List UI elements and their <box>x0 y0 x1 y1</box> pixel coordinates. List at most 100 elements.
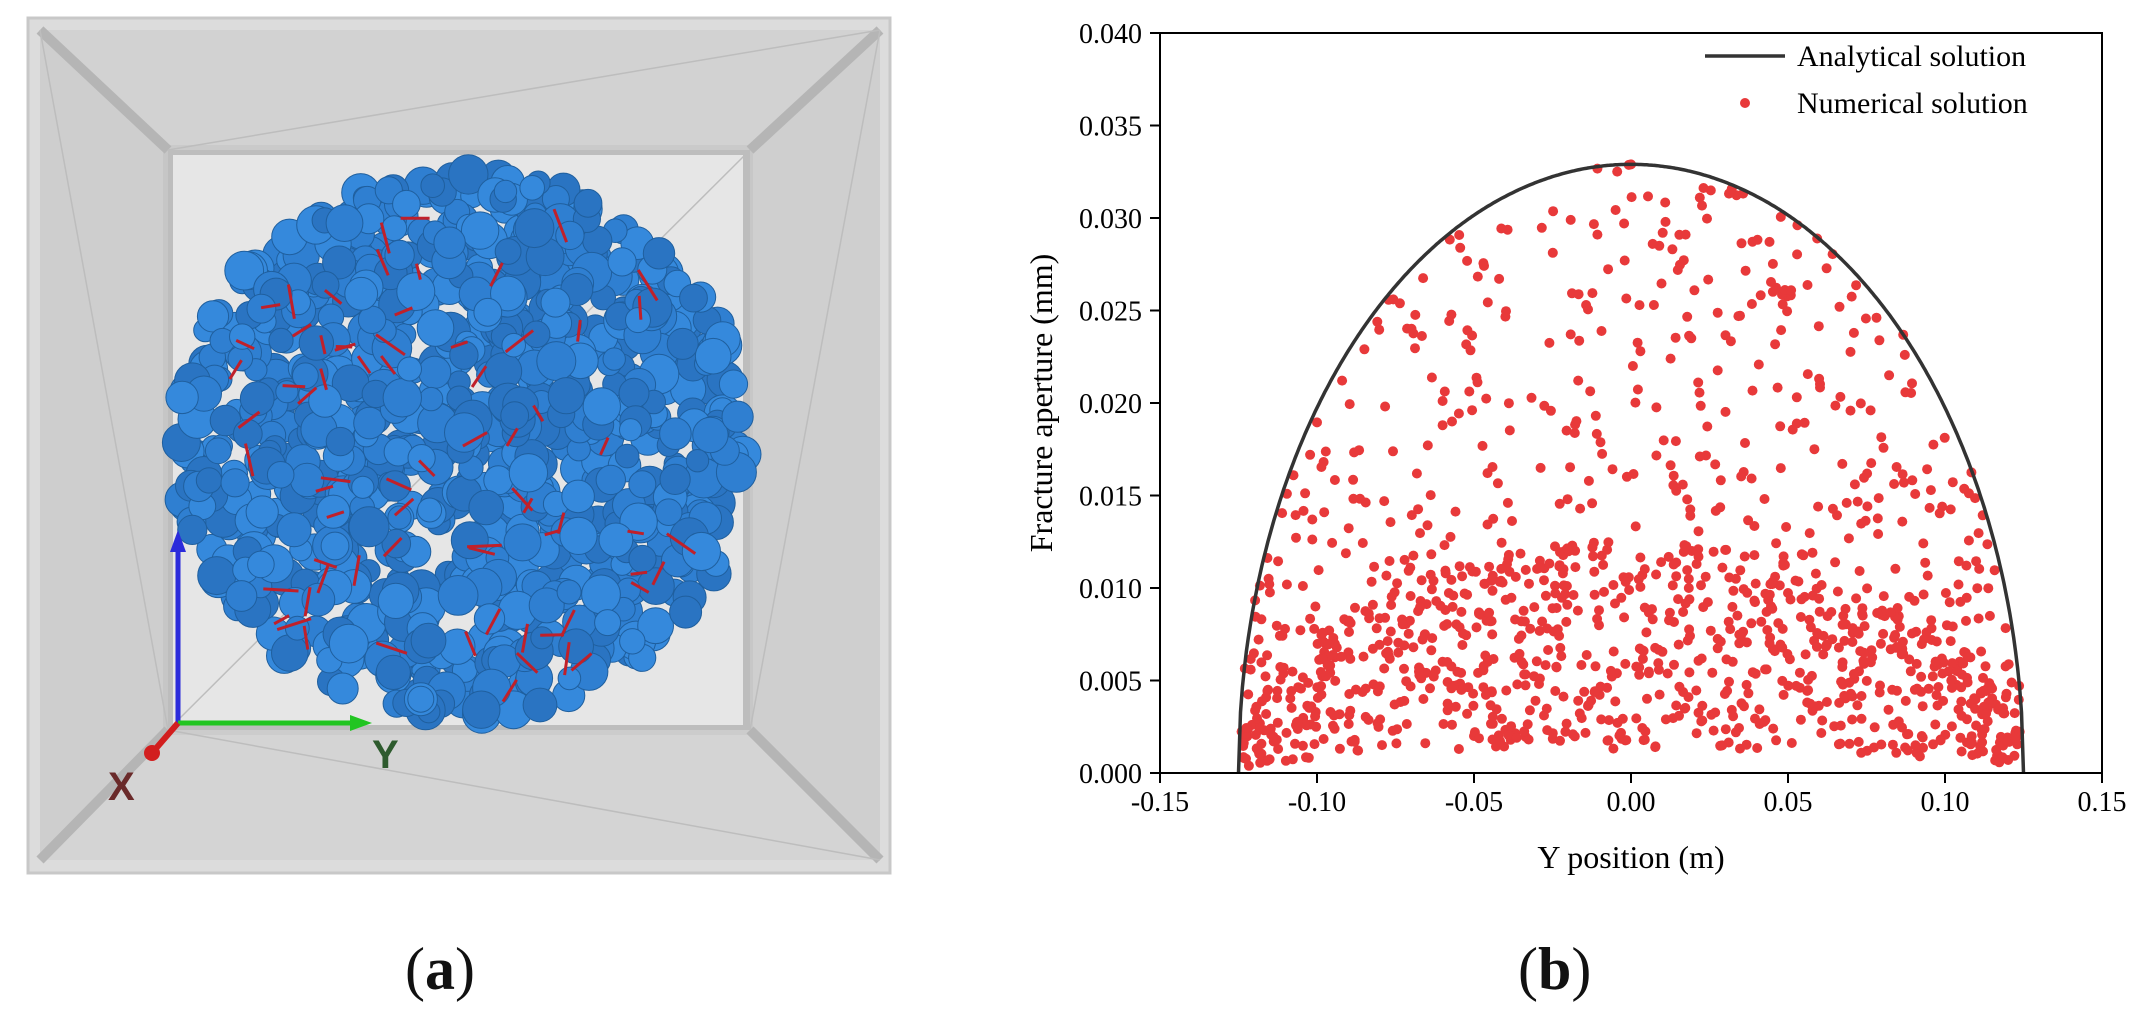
numerical-point <box>1399 554 1410 565</box>
numerical-point <box>1725 336 1736 347</box>
x-axis-label: Y position (m) <box>1537 839 1724 875</box>
numerical-point <box>1981 708 1992 719</box>
numerical-point <box>1732 610 1743 621</box>
numerical-point <box>1241 753 1251 764</box>
numerical-point <box>1807 547 1818 558</box>
numerical-point <box>1637 653 1648 664</box>
numerical-point <box>1736 238 1747 249</box>
numerical-point <box>1844 738 1855 749</box>
numerical-point <box>1740 265 1751 276</box>
numerical-point <box>1599 586 1609 597</box>
numerical-point <box>1551 661 1562 672</box>
numerical-point <box>1535 462 1546 473</box>
numerical-point <box>1437 396 1448 406</box>
crack <box>665 532 697 555</box>
numerical-point <box>1857 603 1868 614</box>
numerical-point <box>1703 274 1714 285</box>
numerical-point <box>1453 744 1464 754</box>
numerical-point <box>1781 522 1792 532</box>
numerical-point <box>1878 628 1889 639</box>
numerical-point <box>1643 666 1654 677</box>
numerical-point <box>1782 649 1793 659</box>
numerical-point <box>1969 693 1980 704</box>
numerical-point <box>1660 714 1671 725</box>
numerical-point <box>1876 739 1887 750</box>
numerical-point <box>1245 664 1256 675</box>
y-tick-label: 0.025 <box>1079 297 1142 328</box>
numerical-point <box>1927 671 1938 682</box>
numerical-point <box>1607 464 1618 475</box>
numerical-point <box>2010 732 2020 743</box>
numerical-point <box>1621 471 1632 482</box>
numerical-point <box>1795 612 1806 622</box>
numerical-point <box>1656 557 1667 568</box>
numerical-point <box>1712 365 1723 376</box>
numerical-point <box>1286 686 1297 696</box>
numerical-point <box>1918 589 1929 600</box>
crack <box>315 484 334 493</box>
crack <box>636 269 659 302</box>
numerical-point <box>1261 692 1272 703</box>
numerical-point <box>1344 627 1354 637</box>
numerical-point <box>1467 330 1478 341</box>
numerical-point <box>1560 589 1571 600</box>
numerical-point <box>1682 635 1693 646</box>
numerical-point <box>1764 236 1775 247</box>
crack <box>320 476 351 484</box>
numerical-point <box>1700 571 1711 582</box>
numerical-point <box>1792 249 1803 260</box>
numerical-point <box>1910 489 1921 499</box>
numerical-point <box>1845 688 1856 699</box>
numerical-point <box>1345 617 1356 628</box>
numerical-point <box>1791 680 1802 691</box>
numerical-point <box>1403 565 1414 576</box>
crack <box>273 614 290 626</box>
numerical-point <box>1462 708 1473 719</box>
crack <box>316 565 330 594</box>
crack <box>260 303 281 310</box>
numerical-point <box>1392 724 1403 735</box>
numerical-point <box>1450 506 1461 517</box>
numerical-point <box>1856 713 1867 724</box>
y-tick-label: 0.015 <box>1079 482 1142 513</box>
numerical-point <box>1987 683 1998 694</box>
numerical-point <box>1608 580 1619 590</box>
numerical-point <box>1309 739 1320 750</box>
numerical-point <box>1830 400 1841 411</box>
particle <box>556 579 582 605</box>
crack <box>599 436 610 456</box>
numerical-point <box>1720 724 1731 735</box>
particle <box>530 626 554 650</box>
numerical-point <box>1484 561 1495 572</box>
numerical-point <box>1562 543 1573 554</box>
numerical-point <box>1742 587 1753 598</box>
numerical-point <box>1723 616 1734 627</box>
numerical-point <box>1708 546 1719 557</box>
crack <box>627 529 645 536</box>
numerical-point <box>1406 510 1417 521</box>
numerical-point <box>1965 739 1976 750</box>
numerical-point <box>1410 343 1420 354</box>
particle <box>449 340 479 370</box>
particle <box>490 275 526 312</box>
numerical-point <box>1379 496 1390 507</box>
numerical-point <box>1534 563 1545 573</box>
numerical-point <box>1345 653 1356 664</box>
numerical-point <box>1560 726 1571 737</box>
numerical-point <box>1366 576 1377 587</box>
numerical-point <box>1911 658 1922 669</box>
numerical-point <box>1426 549 1437 560</box>
numerical-point <box>1262 650 1273 661</box>
particle <box>348 506 390 548</box>
numerical-point <box>1897 469 1908 480</box>
numerical-point <box>1273 556 1284 567</box>
particle <box>625 307 651 334</box>
numerical-point <box>1357 538 1368 548</box>
numerical-point <box>1619 612 1630 623</box>
numerical-point <box>1727 601 1738 612</box>
numerical-point <box>1579 686 1590 697</box>
numerical-point <box>1310 601 1321 612</box>
numerical-point <box>1596 714 1607 725</box>
numerical-point <box>1878 442 1889 453</box>
numerical-point <box>1875 680 1885 691</box>
